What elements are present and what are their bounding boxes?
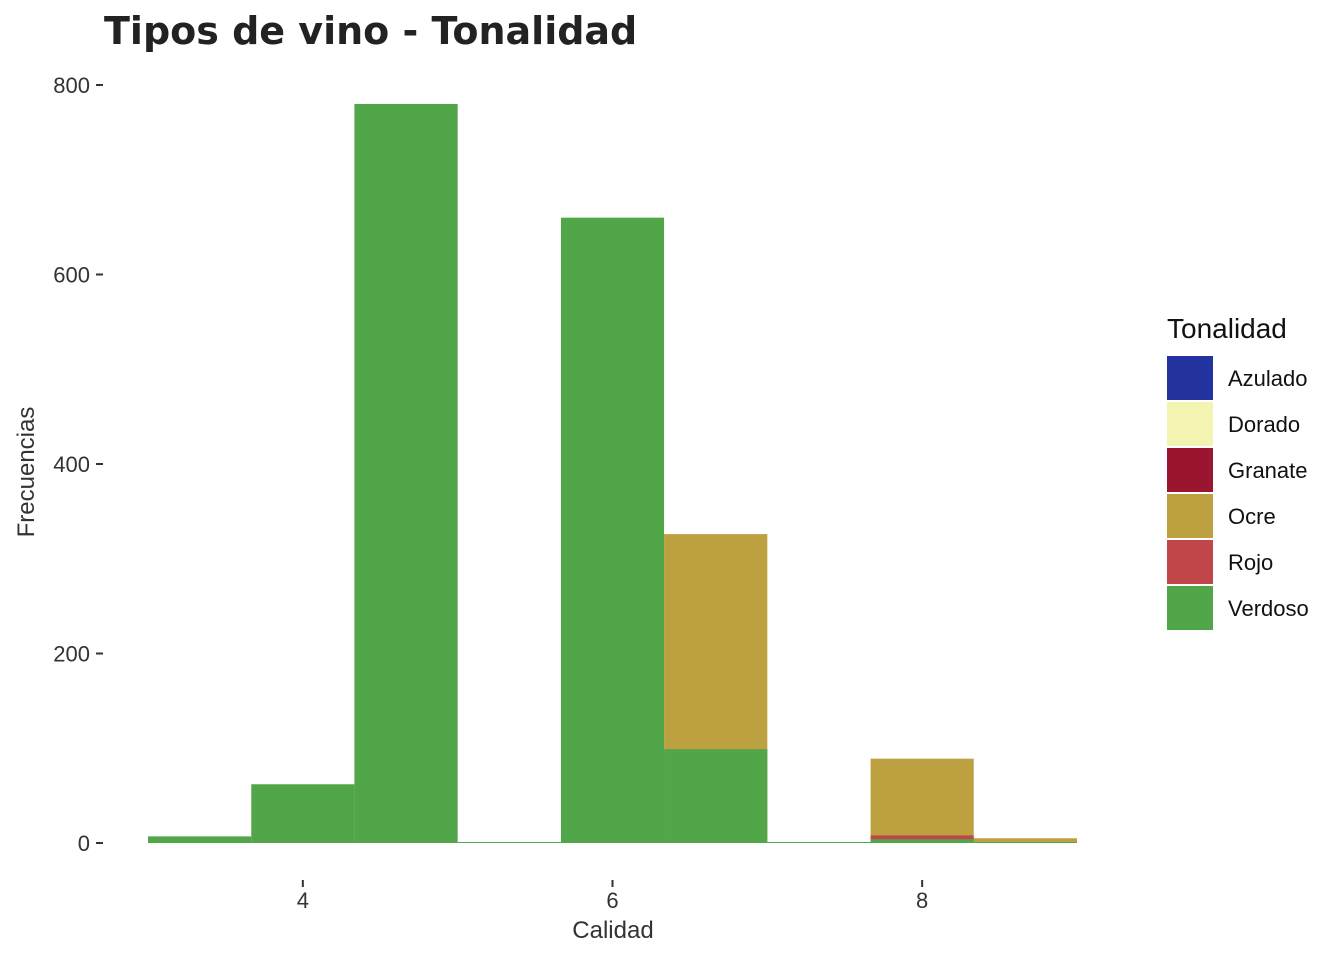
y-tick-label-200: 200 [53,642,90,667]
x-axis: 4 6 8 [297,880,928,913]
x-tick-label-4: 4 [297,888,309,913]
legend-label-ocre: Ocre [1228,504,1276,529]
y-axis-title: Frecuencias [13,407,40,538]
bars-layer [148,103,1077,843]
y-axis: 0 200 400 600 800 [53,73,103,856]
chart-title: Tipos de vino - Tonalidad [104,9,637,53]
y-tick-label-400: 400 [53,452,90,477]
legend-swatch-dorado [1167,402,1213,446]
bar-verdoso-8 [973,842,1077,843]
legend-title: Tonalidad [1167,313,1287,344]
bar-verdoso-1 [251,784,355,843]
legend-label-granate: Granate [1228,458,1308,483]
y-tick-label-800: 800 [53,73,90,98]
y-tick-label-600: 600 [53,263,90,288]
legend-swatch-rojo [1167,540,1213,584]
bar-verdoso-2 [354,103,458,843]
bar-verdoso-5 [664,749,768,843]
bar-verdoso-4 [560,217,665,843]
x-tick-label-8: 8 [916,888,928,913]
bar-ocre-1 [870,758,974,843]
bar-rojo-0 [870,835,974,843]
bar-verdoso-3 [457,842,561,843]
legend-swatch-verdoso [1167,586,1213,630]
legend-swatch-ocre [1167,494,1213,538]
x-tick-label-6: 6 [606,888,618,913]
legend-label-rojo: Rojo [1228,550,1273,575]
x-axis-title: Calidad [572,917,653,944]
bar-verdoso-0 [148,836,252,843]
legend: Tonalidad Azulado Dorado Granate Ocre Rojo Ve… [1167,313,1309,630]
legend-swatch-granate [1167,448,1213,492]
bar-verdoso-6 [767,842,871,843]
bar-ocre-2 [973,838,1077,843]
legend-label-dorado: Dorado [1228,412,1300,437]
y-tick-label-0: 0 [78,831,90,856]
legend-label-verdoso: Verdoso [1228,596,1309,621]
bar-verdoso-7 [870,839,974,843]
legend-label-azulado: Azulado [1228,366,1308,391]
legend-swatch-azulado [1167,356,1213,400]
